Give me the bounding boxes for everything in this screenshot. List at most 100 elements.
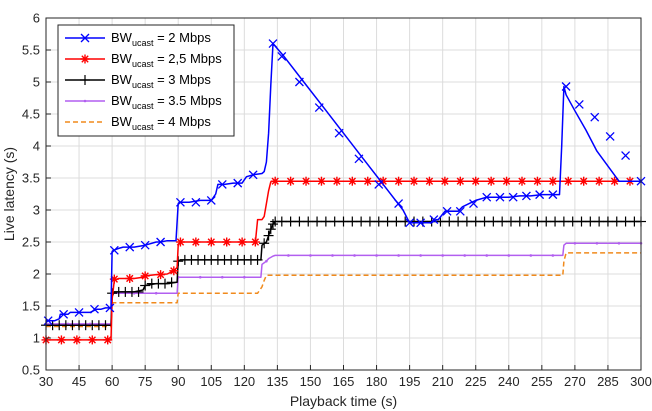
x-tick-label: 210: [432, 374, 454, 389]
data-point: [442, 206, 452, 216]
data-point: [550, 216, 561, 227]
legend-label-rest: = 4 Mbps: [153, 114, 211, 129]
y-tick-label: 3.5: [22, 171, 40, 186]
data-point: [435, 216, 446, 227]
data-point: [206, 195, 216, 205]
data-point: [268, 39, 278, 49]
legend-label-rest: = 3 Mbps: [153, 72, 211, 87]
data-point: [332, 176, 342, 186]
data-point: [103, 335, 113, 345]
y-tick-label: 1: [33, 331, 40, 346]
data-point: [576, 216, 587, 227]
data-point: [482, 192, 492, 202]
data-point: [109, 245, 119, 255]
data-point: [507, 254, 511, 257]
x-tick-label: 240: [498, 374, 520, 389]
legend-marker: [80, 75, 90, 85]
data-point: [394, 199, 404, 209]
x-tick-label: 300: [630, 374, 652, 389]
y-tick-label: 1.5: [22, 299, 40, 314]
data-point: [532, 216, 543, 227]
data-point: [220, 275, 224, 279]
legend-label: BWucast = 2 Mbps: [111, 30, 211, 48]
data-point: [521, 191, 531, 201]
legend-label-sub: ucast: [132, 101, 154, 111]
data-point: [265, 224, 276, 235]
data-point: [573, 241, 577, 245]
data-point: [523, 216, 534, 227]
data-point: [548, 176, 558, 186]
y-tick-label: 2.5: [22, 235, 40, 250]
data-point: [440, 176, 450, 186]
data-point: [529, 254, 533, 257]
x-tick-label: 195: [399, 374, 421, 389]
data-point: [558, 216, 569, 227]
data-point: [471, 176, 481, 186]
data-point: [461, 216, 472, 227]
data-point: [233, 178, 243, 188]
legend-label: BWucast = 4 Mbps: [111, 114, 211, 132]
data-point: [243, 275, 246, 279]
data-point: [424, 176, 434, 186]
legend-label: BWucast = 2,5 Mbps: [111, 51, 222, 69]
data-point: [620, 216, 631, 227]
series-line: [46, 42, 641, 322]
legend-label-main: BW: [111, 51, 133, 66]
series-line: [46, 252, 641, 328]
data-point: [285, 216, 296, 227]
series-4: [46, 252, 641, 328]
data-point: [579, 176, 589, 186]
y-tick-label: 4: [33, 139, 40, 154]
data-point: [397, 254, 400, 257]
data-point: [502, 176, 512, 186]
data-point: [610, 176, 620, 186]
data-point: [416, 218, 426, 228]
x-tick-label: 120: [233, 374, 255, 389]
x-tick-label: 60: [105, 374, 119, 389]
data-point: [567, 216, 578, 227]
data-point: [331, 254, 334, 257]
data-point: [391, 216, 402, 227]
data-point: [125, 273, 135, 283]
data-point: [594, 176, 604, 186]
x-tick-label: 165: [333, 374, 355, 389]
data-point: [373, 216, 384, 227]
x-tick-label: 135: [267, 374, 289, 389]
data-point: [375, 254, 378, 257]
legend-label-sub: ucast: [132, 122, 154, 132]
data-point: [486, 176, 496, 186]
data-point: [585, 216, 596, 227]
data-point: [605, 131, 615, 141]
data-point: [574, 99, 584, 109]
data-point: [394, 176, 404, 186]
x-tick-label: 75: [138, 374, 152, 389]
data-point: [363, 176, 373, 186]
data-point: [514, 216, 525, 227]
legend-label-main: BW: [111, 114, 133, 129]
y-tick-label: 3: [33, 203, 40, 218]
data-point: [277, 51, 287, 61]
data-point: [455, 206, 465, 216]
data-point: [470, 216, 481, 227]
data-point: [270, 176, 280, 186]
x-tick-label: 225: [465, 374, 487, 389]
data-point: [263, 230, 274, 241]
data-point: [621, 151, 631, 161]
data-point: [347, 176, 357, 186]
legend-label-main: BW: [111, 30, 133, 45]
data-point: [140, 240, 150, 250]
data-point: [56, 335, 66, 345]
y-tick-label: 2: [33, 267, 40, 282]
data-point: [517, 176, 527, 186]
data-point: [294, 216, 305, 227]
data-point: [309, 254, 312, 257]
x-tick-label: 150: [300, 374, 322, 389]
data-point: [125, 242, 135, 252]
legend-label-sub: ucast: [132, 80, 154, 90]
x-tick-label: 105: [200, 374, 222, 389]
data-point: [156, 270, 166, 280]
data-point: [252, 254, 263, 265]
legend-item: BWucast = 3.5 Mbps: [65, 93, 222, 111]
legend-item: BWucast = 3 Mbps: [65, 72, 211, 90]
